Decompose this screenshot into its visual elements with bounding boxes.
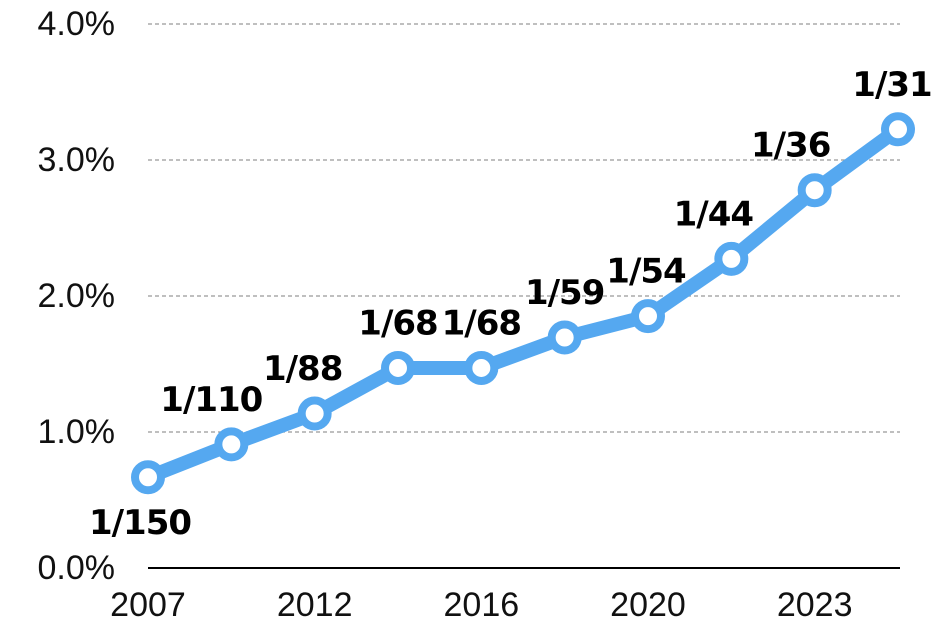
data-label: 1/88 xyxy=(263,349,342,389)
data-point xyxy=(547,320,582,355)
y-tick-label: 2.0% xyxy=(38,277,116,315)
data-point xyxy=(881,112,915,147)
data-line xyxy=(145,123,903,484)
data-point xyxy=(464,350,499,385)
data-label: 1/59 xyxy=(525,273,604,313)
data-point xyxy=(381,350,415,385)
x-tick-label: 2007 xyxy=(110,586,186,624)
data-label: 1/68 xyxy=(358,303,437,343)
data-label: 1/44 xyxy=(674,194,754,234)
x-tick-label: 2016 xyxy=(444,586,520,624)
y-tick-label: 4.0% xyxy=(38,5,116,43)
data-point xyxy=(797,173,832,208)
data-label: 1/110 xyxy=(160,380,262,420)
x-tick-label: 2023 xyxy=(777,586,853,624)
data-label: 1/54 xyxy=(606,252,686,292)
x-tick-label: 2020 xyxy=(610,586,686,624)
data-point xyxy=(297,396,332,431)
data-point xyxy=(131,460,165,495)
data-label: 1/150 xyxy=(89,503,191,543)
data-label: 1/68 xyxy=(442,303,521,343)
data-point xyxy=(714,241,749,276)
x-tick-label: 2012 xyxy=(277,586,353,624)
y-tick-label: 1.0% xyxy=(38,413,116,451)
data-point xyxy=(214,427,249,462)
data-label: 1/36 xyxy=(751,126,830,166)
data-point xyxy=(631,299,665,334)
y-tick-label: 0.0% xyxy=(38,549,116,587)
y-tick-label: 3.0% xyxy=(38,141,116,179)
data-label: 1/31 xyxy=(852,65,931,105)
